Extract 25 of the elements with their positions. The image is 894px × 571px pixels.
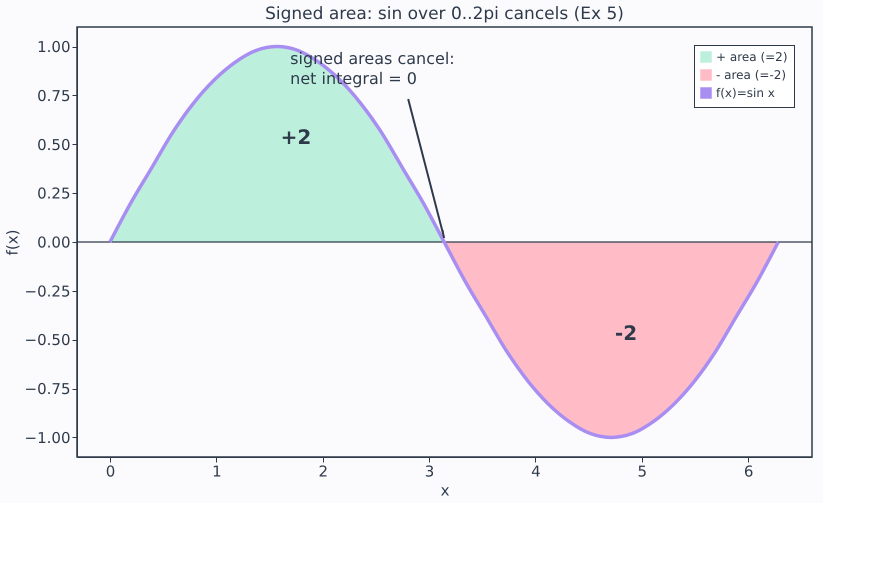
annotation: -2 [614, 321, 638, 345]
legend-label: - area (=-2) [716, 68, 786, 82]
y-tick-label: −0.25 [24, 282, 70, 300]
y-axis-title: f(x) [4, 230, 22, 256]
x-tick-label: 0 [106, 462, 116, 480]
y-tick-label: 0.00 [37, 234, 70, 252]
y-tick-label: −0.75 [24, 380, 70, 398]
y-tick-label: −1.00 [24, 428, 70, 447]
y-tick-label: 0.50 [37, 136, 70, 154]
y-tick-label: 1.00 [37, 38, 70, 56]
annotation: signed areas cancel: net integral = 0 [290, 49, 455, 88]
x-tick-label: 5 [638, 462, 648, 480]
chart-title: Signed area: sin over 0..2pi cancels (Ex 5) [265, 4, 624, 24]
y-tick-label: 0.25 [37, 184, 70, 203]
x-axis-title: x [440, 482, 450, 500]
annotation: +2 [280, 125, 312, 149]
legend-label: f(x)=sin x [716, 86, 775, 100]
x-tick-label: 6 [744, 462, 754, 480]
x-tick-label: 3 [424, 462, 434, 480]
y-tick-label: −0.50 [24, 331, 70, 350]
x-tick-label: 1 [212, 462, 222, 480]
x-tick-label: 4 [531, 462, 541, 480]
legend-label: + area (=2) [716, 50, 788, 64]
y-tick-label: 0.75 [37, 86, 70, 105]
x-tick-label: 2 [318, 462, 328, 480]
